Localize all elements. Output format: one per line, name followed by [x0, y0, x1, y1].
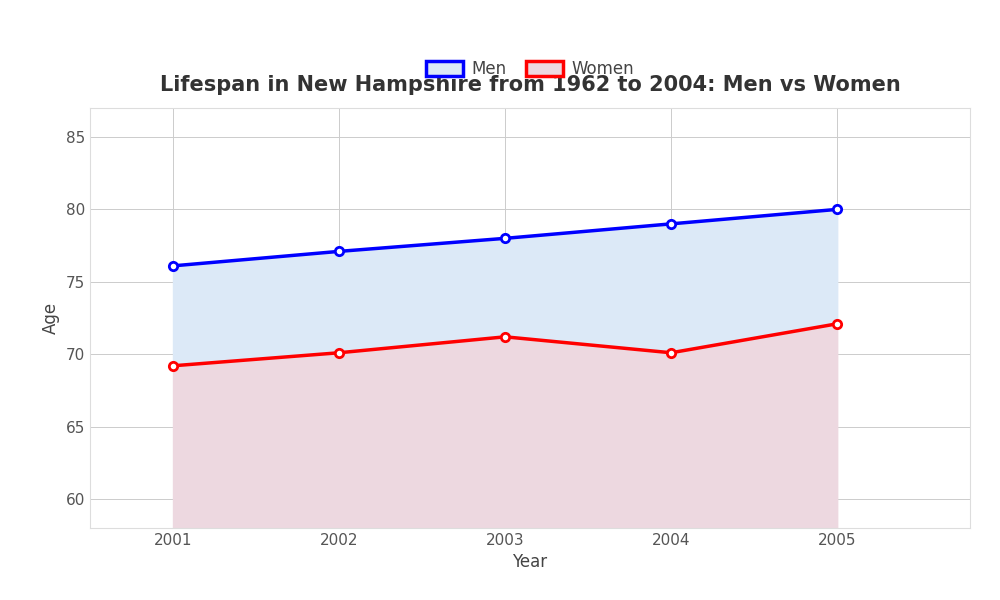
Legend: Men, Women: Men, Women	[419, 53, 641, 85]
Y-axis label: Age: Age	[42, 302, 60, 334]
Title: Lifespan in New Hampshire from 1962 to 2004: Men vs Women: Lifespan in New Hampshire from 1962 to 2…	[160, 76, 900, 95]
X-axis label: Year: Year	[512, 553, 548, 571]
